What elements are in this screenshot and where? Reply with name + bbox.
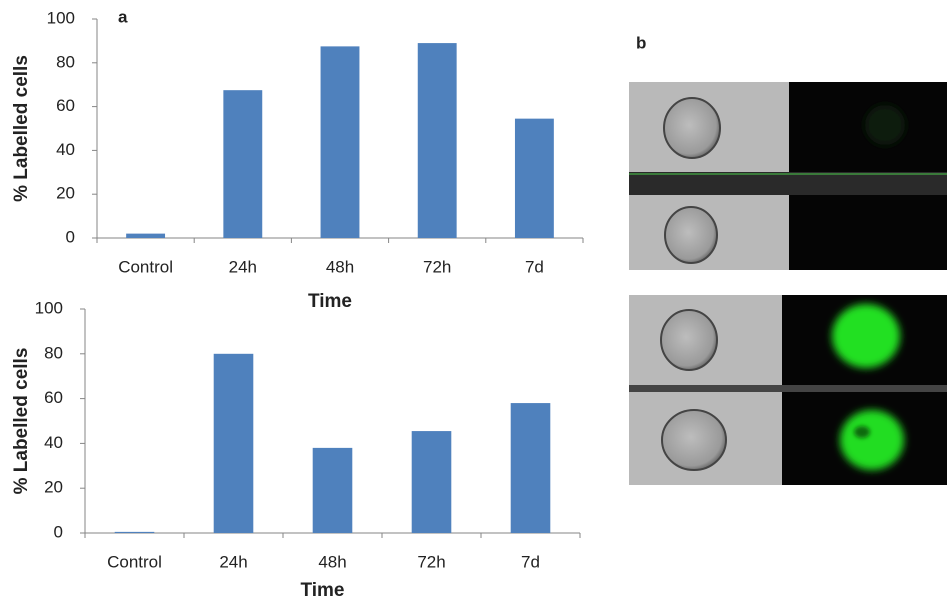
x-axis-title: Time [308, 291, 352, 312]
panel-label: a [118, 7, 128, 26]
cell [660, 309, 718, 371]
bar [514, 118, 554, 238]
y-tick-label: 0 [54, 522, 63, 541]
bar [312, 447, 353, 533]
fluorescence-spot [840, 410, 904, 470]
x-tick-label: Control [118, 257, 173, 276]
y-tick-label: 80 [44, 343, 63, 362]
y-tick-label: 40 [56, 140, 75, 159]
y-tick-label: 0 [66, 227, 75, 246]
y-axis-title: % Labelled cells [11, 55, 32, 202]
y-tick-label: 40 [44, 433, 63, 452]
bar [417, 43, 457, 239]
x-tick-label: 48h [318, 552, 346, 571]
y-tick-label: 100 [35, 298, 63, 317]
fluorescence-spot [832, 304, 900, 368]
cell [663, 97, 721, 159]
bar [411, 431, 452, 533]
bar [510, 403, 551, 533]
x-tick-label: 24h [229, 257, 257, 276]
fluorescence-spot [854, 426, 870, 438]
bar [114, 531, 155, 533]
y-tick-label: 60 [44, 388, 63, 407]
panel-label: b [636, 33, 646, 52]
y-axis-title: % Labelled cells [11, 348, 32, 495]
y-tick-label: 20 [44, 478, 63, 497]
x-tick-label: 48h [326, 257, 354, 276]
divider [629, 385, 947, 392]
bar [223, 90, 263, 238]
y-tick-label: 80 [56, 52, 75, 71]
divider [629, 173, 947, 175]
fluorescence-image [789, 195, 947, 270]
bar [126, 233, 166, 238]
x-tick-label: Control [107, 552, 162, 571]
micrograph-group [629, 82, 947, 485]
y-tick-label: 60 [56, 96, 75, 115]
bar [320, 46, 360, 238]
cell [661, 409, 727, 471]
divider [629, 172, 947, 195]
x-axis-title: Time [300, 580, 344, 601]
x-tick-label: 72h [417, 552, 445, 571]
x-tick-label: 7d [521, 552, 540, 571]
y-tick-label: 20 [56, 184, 75, 203]
y-tick-label: 100 [47, 8, 75, 27]
cell [664, 206, 718, 264]
bar [213, 353, 254, 533]
x-tick-label: 72h [423, 257, 451, 276]
x-tick-label: 7d [525, 257, 544, 276]
x-tick-label: 24h [219, 552, 247, 571]
fluorescence-spot [865, 105, 905, 145]
